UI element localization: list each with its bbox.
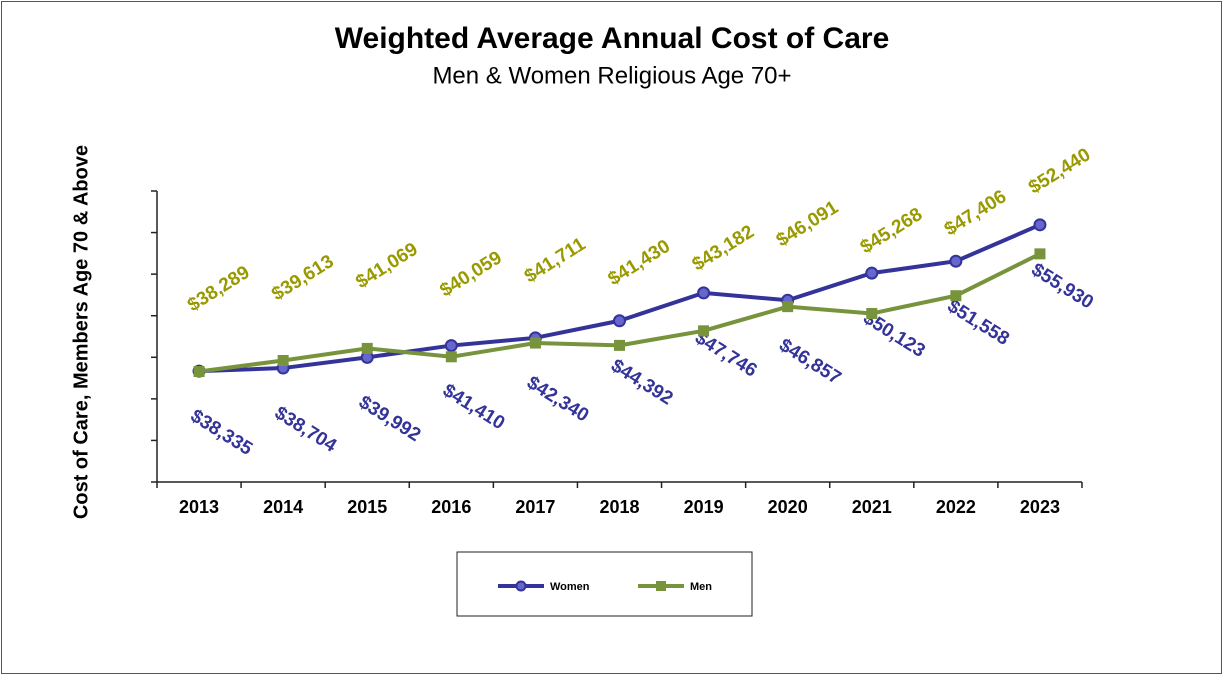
x-tick-label: 2022 <box>936 497 976 517</box>
x-tick-label: 2021 <box>852 497 892 517</box>
point <box>614 339 625 351</box>
x-tick-label: 2013 <box>179 497 219 517</box>
point <box>613 314 626 328</box>
legend-label: Men <box>690 581 712 593</box>
point <box>698 325 710 337</box>
point <box>865 266 879 280</box>
point <box>361 342 373 354</box>
point <box>1033 218 1047 232</box>
point <box>697 286 711 300</box>
point <box>445 351 457 363</box>
x-tick-label: 2018 <box>599 497 639 517</box>
point <box>1034 248 1046 260</box>
chart-subtitle: Men & Women Religious Age 70+ <box>432 62 791 89</box>
x-tick-label: 2015 <box>347 497 387 517</box>
point <box>782 301 794 313</box>
y-axis-title: Cost of Care, Members Age 70 & Above <box>70 145 92 519</box>
point <box>949 254 963 268</box>
x-tick-label: 2019 <box>684 497 724 517</box>
x-tick-label: 2020 <box>768 497 808 517</box>
x-tick-label: 2014 <box>263 497 303 517</box>
point <box>529 337 541 349</box>
x-tick-label: 2016 <box>431 497 471 517</box>
legend-marker <box>515 580 527 592</box>
point <box>277 355 289 367</box>
chart-title: Weighted Average Annual Cost of Care <box>335 22 890 55</box>
point <box>444 339 458 353</box>
legend-label: Women <box>550 581 590 593</box>
legend-marker <box>656 581 666 591</box>
point <box>866 307 878 319</box>
x-tick-label: 2023 <box>1020 497 1060 517</box>
point <box>193 366 205 378</box>
x-tick-label: 2017 <box>515 497 555 517</box>
point <box>950 290 962 302</box>
